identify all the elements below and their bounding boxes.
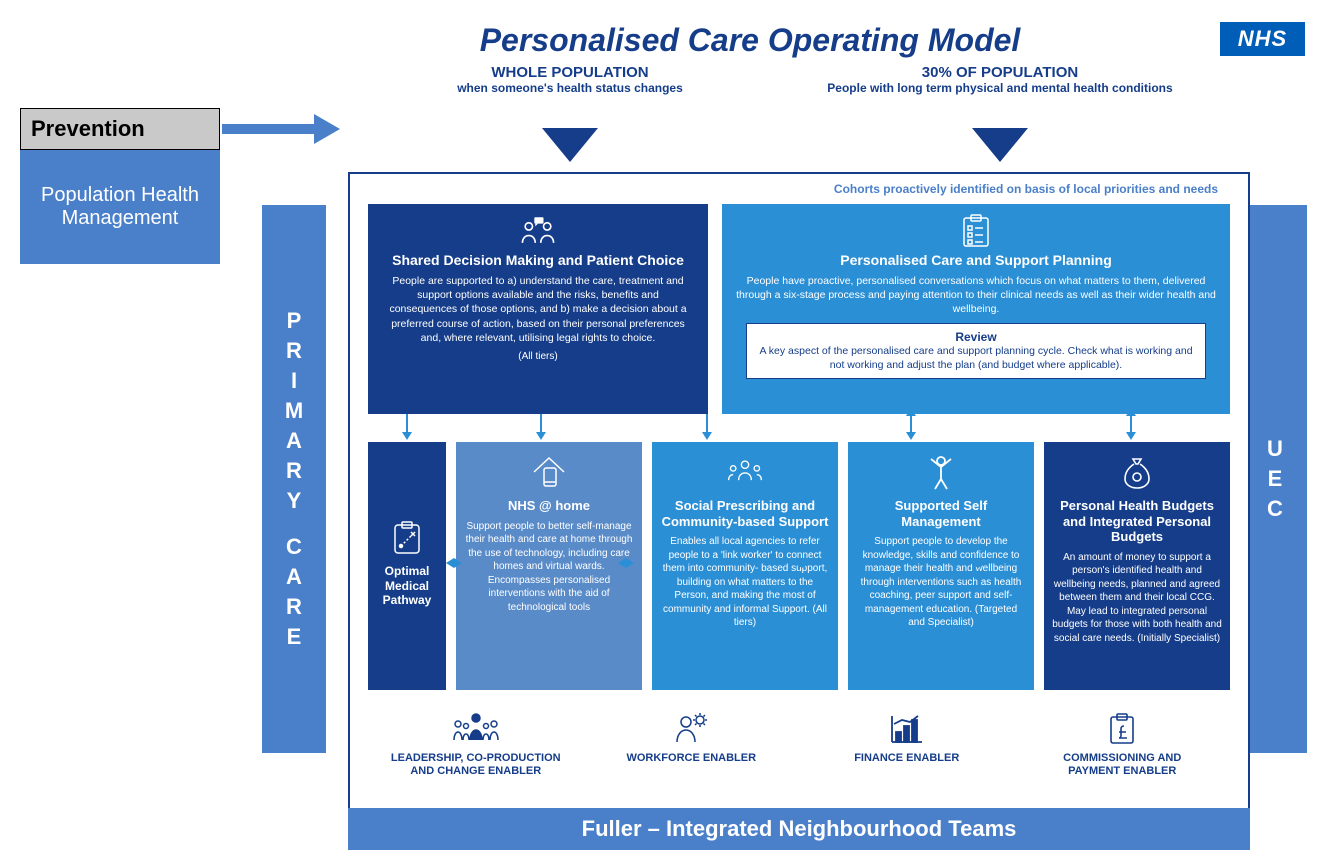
arrow-connector [706,414,708,434]
sdm-title: Shared Decision Making and Patient Choic… [382,252,694,268]
team-leader-icon [391,710,561,748]
arrow-right-icon [802,558,810,568]
pcsp-card: Personalised Care and Support Planning P… [722,204,1230,414]
review-body: A key aspect of the personalised care an… [757,344,1195,372]
ssm-card: Supported Self Management Support people… [848,442,1034,690]
person-arms-up-icon [921,452,961,492]
arrow-right-icon [454,558,462,568]
whole-population-heading: WHOLE POPULATION [400,64,740,81]
clipboard-pound-icon [1037,710,1207,748]
enabler-commissioning: COMMISSIONING AND PAYMENT ENABLER [1037,710,1207,794]
enabler-finance: FINANCE ENABLER [822,710,992,794]
arrow-down-icon [536,432,546,440]
social-body: Enables all local agencies to refer peop… [660,535,830,630]
enabler-label: WORKFORCE ENABLER [606,752,776,765]
person-gear-icon [606,710,776,748]
whole-population-label: WHOLE POPULATION when someone's health s… [400,64,740,95]
nhs-logo: NHS [1220,22,1305,56]
arrow-connector [406,414,408,434]
nhs-home-body: Support people to better self-manage the… [464,520,634,615]
arrow-right-icon [978,558,986,568]
social-title: Social Prescribing and Community-based S… [660,498,830,529]
arrow-down-icon [906,432,916,440]
enabler-workforce: WORKFORCE ENABLER [606,710,776,794]
arrow-connector [540,414,542,434]
sdm-card: Shared Decision Making and Patient Choic… [368,204,708,414]
enablers-row: LEADERSHIP, CO-PRODUCTION AND CHANGE ENA… [368,710,1230,794]
arrow-connector [910,414,912,434]
whole-population-sub: when someone's health status changes [400,81,740,95]
arrow-right-icon [626,558,634,568]
home-phone-icon [529,452,569,492]
checklist-icon [954,214,998,248]
nhs-home-title: NHS @ home [508,498,590,514]
arrow-down-icon [702,432,712,440]
social-card: Social Prescribing and Community-based S… [652,442,838,690]
thirty-percent-heading: 30% OF POPULATION [770,64,1230,81]
pcsp-title: Personalised Care and Support Planning [736,252,1216,268]
arrow-down-icon [402,432,412,440]
cohort-text: Cohorts proactively identified on basis … [834,182,1218,196]
people-chat-icon [516,214,560,248]
sdm-tier: (All tiers) [382,351,694,362]
triangle-down-icon [972,128,1028,162]
prevention-box: Prevention [20,108,220,150]
enabler-label: LEADERSHIP, CO-PRODUCTION AND CHANGE ENA… [391,752,561,778]
arrow-left-icon [794,558,802,568]
arrow-left-icon [970,558,978,568]
arrow-up-icon [906,408,916,416]
arrow-down-icon [1126,432,1136,440]
sdm-body: People are supported to a) understand th… [382,274,694,345]
arrow-connector [1130,414,1132,434]
primary-care-bar: PRIMARYCARE [262,205,326,753]
clipboard-tactic-icon [387,518,427,558]
phm-box: Population Health Management [20,150,220,264]
phb-title: Personal Health Budgets and Integrated P… [1052,498,1222,545]
arrow-right-icon [222,118,340,140]
thirty-percent-label: 30% OF POPULATION People with long term … [770,64,1230,95]
group-icon [725,452,765,492]
nhs-home-card: NHS @ home Support people to better self… [456,442,642,690]
pcsp-body: People have proactive, personalised conv… [736,274,1216,317]
review-title: Review [757,330,1195,344]
arrow-left-icon [618,558,626,568]
page-title: Personalised Care Operating Model [340,22,1160,59]
enabler-label: FINANCE ENABLER [822,752,992,765]
omp-card: Optimal Medical Pathway [368,442,446,690]
review-box: Review A key aspect of the personalised … [746,323,1206,379]
arrow-left-icon [446,558,454,568]
fuller-bar: Fuller – Integrated Neighbourhood Teams [348,808,1250,850]
ssm-title: Supported Self Management [856,498,1026,529]
top-row: Shared Decision Making and Patient Choic… [368,204,1230,414]
arrow-up-icon [1126,408,1136,416]
main-frame: Cohorts proactively identified on basis … [348,172,1250,812]
phb-body: An amount of money to support a person's… [1052,551,1222,646]
enabler-leadership: LEADERSHIP, CO-PRODUCTION AND CHANGE ENA… [391,710,561,794]
omp-title: Optimal Medical Pathway [376,564,438,607]
bar-chart-icon [822,710,992,748]
enabler-label: COMMISSIONING AND PAYMENT ENABLER [1037,752,1207,778]
triangle-down-icon [542,128,598,162]
ssm-body: Support people to develop the knowledge,… [856,535,1026,630]
thirty-percent-sub: People with long term physical and menta… [770,81,1230,95]
uec-bar: UEC [1243,205,1307,753]
money-bag-icon [1117,452,1157,492]
phb-card: Personal Health Budgets and Integrated P… [1044,442,1230,690]
